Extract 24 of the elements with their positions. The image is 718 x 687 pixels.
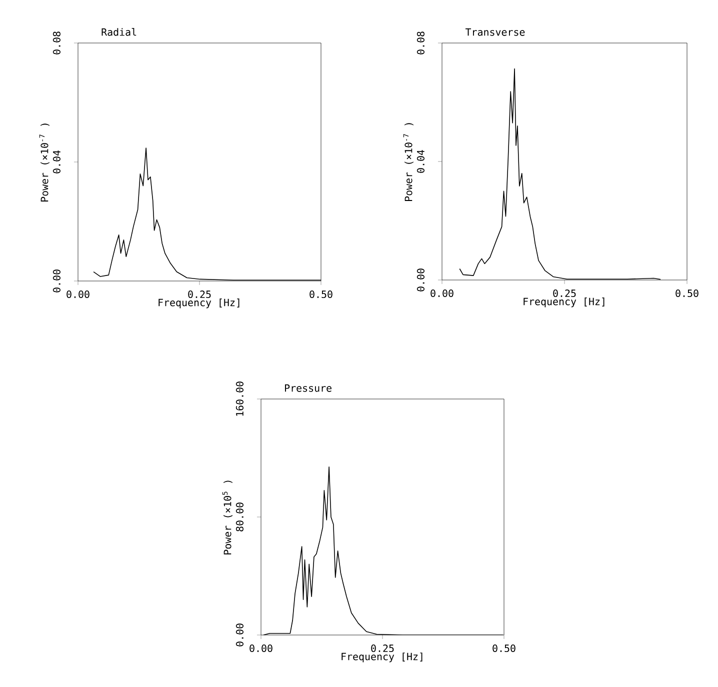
x-axis-title: Frequency [Hz] <box>342 652 422 662</box>
y-tick-label: 0.04 <box>416 150 424 173</box>
x-tick-label: 0.50 <box>492 644 516 652</box>
text: Power (×10$^{-7}$ ) <box>39 124 50 202</box>
y-tick-label: 0.08 <box>416 32 424 54</box>
y-tick-label: 80.00 <box>236 502 244 532</box>
chart-title: Pressure <box>285 384 332 392</box>
y-tick-label: 0.08 <box>52 32 60 54</box>
x-axis-title: Frequency [Hz] <box>524 298 604 308</box>
chart-title: Radial <box>102 28 136 36</box>
x-tick-label: 0.00 <box>250 644 272 652</box>
x-axis-title: Frequency [Hz] <box>158 298 240 308</box>
y-tick-label: 160.00 <box>236 382 244 416</box>
text: Power (×10$^{-7}$ ) <box>403 123 414 201</box>
x-tick-label: 0.25 <box>553 290 576 298</box>
x-tick-label: 0.00 <box>430 290 454 298</box>
x-tick-label: 0.25 <box>188 290 211 298</box>
x-tick-label: 0.50 <box>676 290 698 298</box>
x-tick-label: 0.50 <box>310 290 332 298</box>
y-tick-label: 0.04 <box>52 150 60 174</box>
text: Power (×10$^{5}$ ) <box>222 480 232 554</box>
x-tick-label: 0.00 <box>66 290 90 298</box>
x-tick-label: 0.25 <box>371 644 394 652</box>
chart-title: Transverse <box>465 28 525 36</box>
